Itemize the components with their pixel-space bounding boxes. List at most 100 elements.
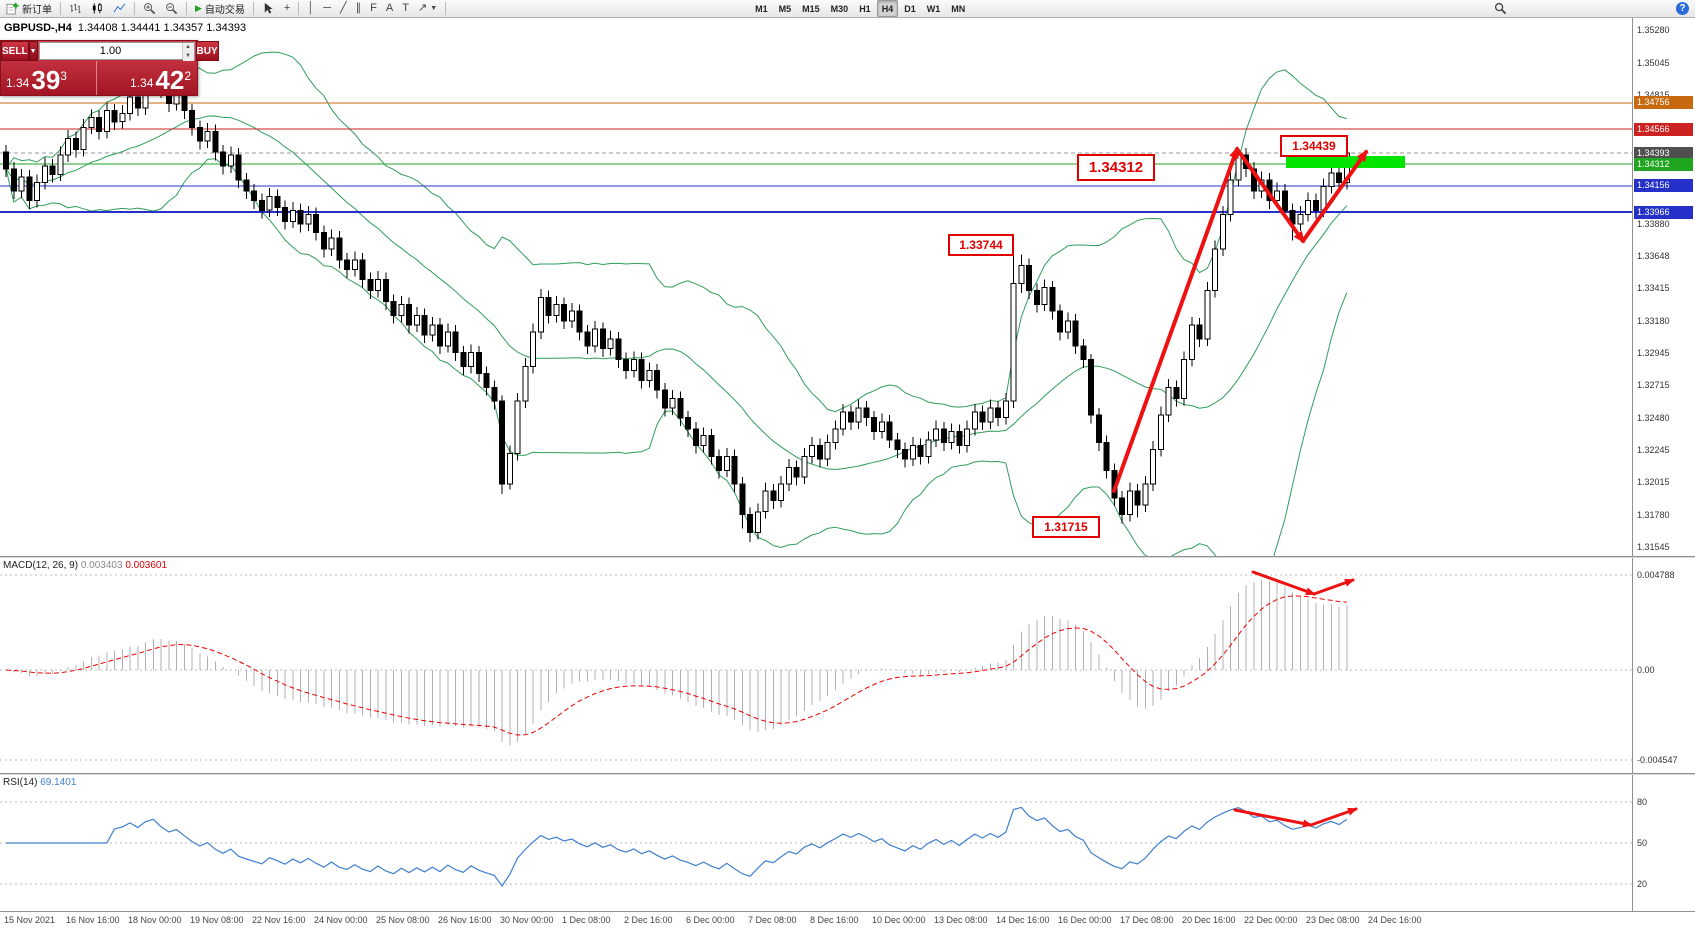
macd-scale[interactable]: 0.004788 0.00 -0.004547 bbox=[1632, 558, 1695, 773]
timeframe-button-m15[interactable]: M15 bbox=[802, 3, 820, 14]
zoom-out-button[interactable] bbox=[161, 0, 182, 17]
price-scale-label: 1.35280 bbox=[1637, 25, 1670, 35]
timeframe-button-m1[interactable]: M1 bbox=[755, 3, 768, 14]
panel-divider[interactable] bbox=[0, 556, 1695, 558]
candlestick-type-button[interactable] bbox=[87, 0, 108, 17]
text-tool-icon: A bbox=[385, 2, 394, 14]
macd-value-main: 0.003403 bbox=[80, 560, 123, 571]
search-icon bbox=[1494, 2, 1507, 15]
candles-layer bbox=[3, 66, 1350, 543]
time-axis-label: 15 Nov 2021 bbox=[4, 915, 56, 925]
price-scale-label: 1.32945 bbox=[1637, 348, 1670, 358]
green-highlight-rect[interactable] bbox=[1286, 156, 1405, 168]
price-badge: 1.33966 bbox=[1634, 206, 1693, 219]
price-annotation-box[interactable]: 1.33744 bbox=[948, 234, 1014, 256]
spinner-up-icon[interactable]: ▲ bbox=[182, 43, 194, 52]
time-axis[interactable]: 15 Nov 2021 16 Nov 16:00 18 Nov 00:00 19 No… bbox=[0, 911, 1695, 936]
rsi-canvas[interactable] bbox=[0, 775, 1632, 911]
rsi-scale[interactable]: 80 50 20 bbox=[1632, 775, 1695, 911]
macd-canvas[interactable] bbox=[0, 558, 1632, 773]
timeframe-button-h1[interactable]: H1 bbox=[859, 3, 871, 14]
price-annotation-box[interactable]: 1.34312 bbox=[1077, 154, 1155, 181]
price-scale-label: 1.33648 bbox=[1637, 251, 1670, 261]
macd-arrows[interactable] bbox=[1251, 570, 1355, 596]
auto-trading-label: 自动交易 bbox=[204, 5, 245, 16]
time-axis-label: 19 Nov 08:00 bbox=[190, 915, 244, 925]
timeframe-button-w1[interactable]: W1 bbox=[926, 3, 941, 14]
volume-input[interactable] bbox=[39, 43, 182, 59]
trendline-icon: ╱ bbox=[340, 2, 347, 14]
time-axis-label: 22 Dec 00:00 bbox=[1244, 915, 1298, 925]
panel-divider[interactable] bbox=[0, 773, 1695, 775]
sell-price-display[interactable]: 1.34 39 3 bbox=[1, 61, 96, 95]
timeframe-button-m5[interactable]: M5 bbox=[778, 3, 792, 14]
buy-price-display[interactable]: 1.34 42 2 bbox=[95, 61, 198, 95]
time-axis-label: 30 Nov 00:00 bbox=[500, 915, 554, 925]
line-chart-type-button[interactable] bbox=[109, 0, 130, 17]
horizontal-line-icon: ─ bbox=[323, 2, 332, 14]
rsi-arrows[interactable] bbox=[1233, 807, 1358, 828]
fibonacci-button[interactable]: F bbox=[366, 0, 381, 17]
price-scale[interactable]: 1.35280 1.35045 1.34815 1.33880 1.33648 1.334… bbox=[1632, 18, 1695, 556]
arrow-tool-icon: ↗ bbox=[417, 2, 428, 14]
price-scale-label: 1.32015 bbox=[1637, 477, 1670, 487]
timeframe-button-h4[interactable]: H4 bbox=[876, 0, 899, 17]
main-chart-panel: 1.35280 1.35045 1.34815 1.33880 1.33648 1.334… bbox=[0, 18, 1695, 556]
toolbar-separator bbox=[186, 2, 187, 15]
time-axis-label: 22 Nov 16:00 bbox=[252, 915, 306, 925]
rsi-label: RSI(14) 69.1401 bbox=[3, 777, 76, 788]
new-order-button[interactable]: 新订单 bbox=[2, 0, 56, 17]
toolbar-separator bbox=[445, 2, 447, 15]
channel-button[interactable]: ∥ bbox=[352, 0, 366, 17]
bar-chart-type-button[interactable] bbox=[65, 0, 86, 17]
main-chart-canvas[interactable] bbox=[0, 18, 1632, 556]
volume-spinner[interactable]: ▲ ▼ bbox=[181, 43, 194, 61]
rsi-scale-label: 20 bbox=[1637, 879, 1648, 889]
price-scale-label: 1.32245 bbox=[1637, 445, 1670, 455]
macd-label: MACD(12, 26, 9) 0.003403 0.003601 bbox=[3, 560, 167, 571]
sell-button[interactable]: SELL bbox=[1, 41, 29, 61]
timeframe-button-d1[interactable]: D1 bbox=[904, 3, 916, 14]
price-annotation-box[interactable]: 1.31715 bbox=[1032, 516, 1100, 538]
sell-price-sup: 3 bbox=[60, 69, 67, 83]
timeframe-button-m30[interactable]: M30 bbox=[830, 3, 849, 14]
time-axis-label: 24 Dec 16:00 bbox=[1368, 915, 1422, 925]
volume-field-wrap: ▲ ▼ bbox=[38, 42, 195, 61]
help-icon: ? bbox=[1676, 2, 1689, 15]
volume-dropdown-caret[interactable]: ▼ bbox=[28, 41, 38, 61]
macd-value-signal: 0.003601 bbox=[125, 560, 168, 571]
help-button[interactable]: ? bbox=[1672, 0, 1693, 17]
chart-ohlc-header: GBPUSD-,H4 1.34408 1.34441 1.34357 1.3439… bbox=[4, 22, 246, 34]
trendline-button[interactable]: ╱ bbox=[336, 0, 351, 17]
new-order-icon bbox=[6, 2, 19, 15]
crosshair-button[interactable]: + bbox=[280, 0, 294, 17]
time-axis-label: 8 Dec 16:00 bbox=[810, 915, 859, 925]
horizontal-line-button[interactable]: ─ bbox=[319, 0, 335, 17]
trend-arrows[interactable] bbox=[1112, 146, 1368, 493]
label-tool-icon: T bbox=[402, 2, 409, 14]
timeframe-group: M1 M5 M15 M30 H1 H4 D1 W1 MN bbox=[750, 0, 970, 17]
timeframe-button-mn[interactable]: MN bbox=[951, 3, 966, 14]
spinner-down-icon[interactable]: ▼ bbox=[182, 52, 194, 61]
text-tool-button[interactable]: A bbox=[382, 0, 397, 17]
price-annotation-box[interactable]: 1.34439 bbox=[1280, 135, 1348, 157]
buy-button[interactable]: BUY bbox=[195, 41, 219, 61]
label-tool-button[interactable]: T bbox=[398, 0, 413, 17]
search-button[interactable] bbox=[1490, 0, 1511, 17]
cursor-button[interactable] bbox=[258, 0, 279, 17]
arrows-tool-button[interactable]: ↗ ▼ bbox=[414, 0, 441, 17]
vertical-line-button[interactable]: │ bbox=[303, 0, 318, 17]
channel-icon: ∥ bbox=[355, 2, 362, 14]
price-scale-label: 1.33415 bbox=[1637, 283, 1670, 293]
rsi-level-lines bbox=[0, 801, 1632, 885]
price-scale-label: 1.32480 bbox=[1637, 413, 1670, 423]
auto-trading-button[interactable]: ▶ 自动交易 bbox=[191, 0, 249, 17]
time-axis-label: 10 Dec 00:00 bbox=[872, 915, 926, 925]
zoom-in-icon bbox=[144, 3, 156, 15]
time-axis-label: 26 Nov 16:00 bbox=[438, 915, 492, 925]
zoom-in-button[interactable] bbox=[139, 0, 160, 17]
crosshair-icon: + bbox=[283, 2, 291, 14]
buy-price-big: 42 bbox=[155, 65, 185, 95]
price-badge: 1.34756 bbox=[1634, 96, 1693, 109]
sell-price-big: 39 bbox=[31, 65, 61, 95]
